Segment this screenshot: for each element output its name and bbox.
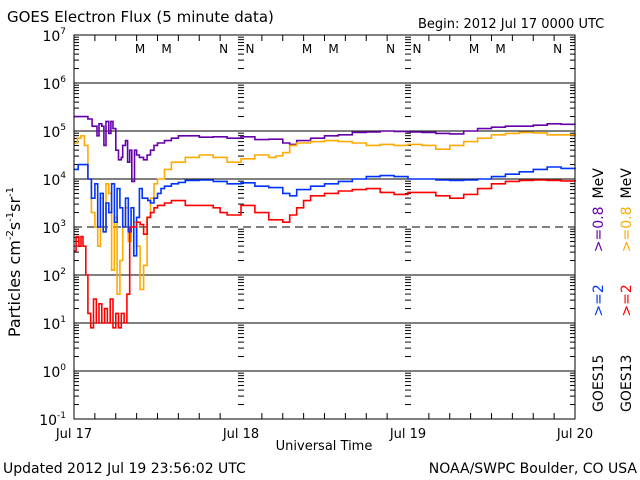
- y-tick-label: 107: [42, 27, 66, 45]
- credit-label: NOAA/SWPC Boulder, CO USA: [429, 461, 638, 477]
- legend-goes15-sat: GOES15: [591, 355, 607, 412]
- y-tick-label: 100: [42, 363, 66, 381]
- x-tick-label: Jul 17: [55, 427, 92, 442]
- y-tick-label: 103: [42, 219, 66, 237]
- marker-M: M: [302, 42, 312, 56]
- legend-goes13: GOES13 >=2 >=0.8 MeV: [619, 168, 635, 412]
- series-goes15-2-mev: [74, 163, 576, 257]
- marker-N: N: [219, 42, 228, 56]
- y-tick-label: 105: [42, 123, 66, 141]
- y-label-sup2: -1: [5, 212, 16, 222]
- legend: GOES15 >=2 >=0.8 MeV GOES13 >=2 >=0.8 MeV: [591, 168, 635, 412]
- marker-N: N: [553, 42, 562, 56]
- updated-timestamp: Updated 2012 Jul 19 23:56:02 UTC: [3, 461, 246, 477]
- data-series: [74, 115, 576, 329]
- y-tick-label: 10-1: [39, 411, 66, 429]
- legend-goes13-high: >=0.8: [619, 206, 635, 252]
- y-label-sr: sr: [5, 197, 24, 212]
- legend-goes13-low: >=2: [619, 284, 635, 316]
- series-goes15-0-8-mev: [74, 115, 576, 183]
- x-tick-label: Jul 19: [389, 427, 426, 442]
- begin-label: Begin: 2012 Jul 17 0000 UTC: [418, 17, 604, 32]
- x-tick-label: Jul 18: [222, 427, 259, 442]
- legend-goes13-unit: MeV: [619, 168, 635, 199]
- marker-M: M: [161, 42, 171, 56]
- chart-title: GOES Electron Flux (5 minute data): [7, 8, 274, 26]
- x-tick-labels: Jul 17 Jul 18 Jul 19 Jul 20: [55, 427, 593, 442]
- legend-goes15-high: >=0.8: [591, 206, 607, 252]
- y-label-sup3: -1: [5, 187, 16, 197]
- y-label-s: s: [5, 222, 24, 230]
- minor-ticks: [74, 35, 575, 419]
- marker-M: M: [469, 42, 479, 56]
- marker-M: M: [495, 42, 505, 56]
- y-tick-label: 106: [42, 75, 66, 93]
- legend-goes15-unit: MeV: [591, 168, 607, 199]
- y-label-main: Particles cm: [5, 240, 24, 337]
- y-tick-label: 101: [42, 315, 66, 333]
- marker-N: N: [413, 42, 422, 56]
- x-axis-label: Universal Time: [276, 439, 373, 454]
- legend-goes15: GOES15 >=2 >=0.8 MeV: [591, 168, 607, 412]
- series-goes13-0-8-mev: [74, 131, 576, 295]
- marker-M: M: [328, 42, 338, 56]
- y-axis-label: Particles cm-2s-1sr-1: [5, 187, 24, 337]
- y-tick-labels: 107 106 105 104 103 102 101 100 10-1: [39, 27, 66, 429]
- y-tick-label: 102: [42, 267, 66, 285]
- y-tick-label: 104: [42, 171, 66, 189]
- marker-N: N: [386, 42, 395, 56]
- y-label-sup1: -2: [5, 230, 16, 240]
- plot-frame: [73, 34, 576, 420]
- legend-goes15-low: >=2: [591, 284, 607, 316]
- marker-N: N: [246, 42, 255, 56]
- series-goes13-2-mev: [74, 179, 576, 329]
- x-tick-label: Jul 20: [556, 427, 593, 442]
- grid-lines: [74, 82, 575, 372]
- marker-M: M: [135, 42, 145, 56]
- legend-goes13-sat: GOES13: [619, 355, 635, 412]
